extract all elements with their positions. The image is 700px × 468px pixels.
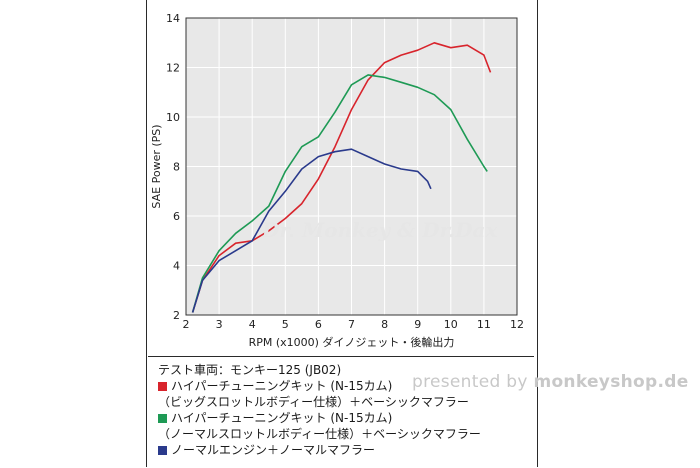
y-tick-label: 14 — [166, 12, 180, 25]
series-line-green — [191, 74, 488, 313]
legend-item-blue: ノーマルエンジン＋ノーマルマフラー — [158, 441, 375, 458]
watermark-text: presented by monkeyshop.de — [412, 372, 689, 392]
x-tick-label: 3 — [216, 318, 223, 331]
x-tick-label: 6 — [315, 318, 322, 331]
watermark-brand: monkeyshop.de — [533, 372, 689, 392]
legend-item-red-label: ハイパーチューニングキット (N-15カム) — [171, 379, 393, 393]
series-lines — [191, 41, 492, 313]
y-tick-label: 2 — [173, 309, 180, 322]
legend-item-green-label: ハイパーチューニングキット (N-15カム) — [171, 411, 393, 425]
legend-item-blue-label: ノーマルエンジン＋ノーマルマフラー — [171, 443, 376, 457]
power-chart: 2 3 4 5 6 7 8 9 10 11 12 2 4 6 8 10 12 14 RPM (x1000) ダイノ… — [150, 12, 524, 349]
plot-border — [185, 17, 518, 316]
tick-labels: 2 3 4 5 6 7 8 9 10 11 12 2 4 6 8 10 12 14 — [166, 12, 524, 331]
x-tick-label: 8 — [381, 318, 388, 331]
legend-item-green: ハイパーチューニングキット (N-15カム) — [158, 409, 392, 426]
series-line-blue — [191, 148, 432, 313]
x-axis-label: RPM (x1000) ダイノジェット・後輪出力 — [249, 335, 455, 349]
y-tick-label: 4 — [173, 260, 180, 273]
y-tick-label: 6 — [173, 210, 180, 223]
legend-item-red: ハイパーチューニングキット (N-15カム) — [158, 377, 392, 394]
x-tick-label: 2 — [183, 318, 190, 331]
x-tick-label: 10 — [444, 318, 458, 331]
x-tick-label: 12 — [510, 318, 524, 331]
legend-swatch-blue — [158, 446, 167, 455]
y-tick-label: 12 — [166, 62, 180, 75]
y-tick-label: 10 — [166, 111, 180, 124]
legend-item-red-detail: （ビッグスロットルボディー仕様）＋ベーシックマフラー — [158, 395, 469, 409]
legend-swatch-green — [158, 414, 167, 423]
x-tick-label: 11 — [477, 318, 491, 331]
legend-swatch-red — [158, 382, 167, 391]
y-tick-label: 8 — [173, 161, 180, 174]
x-tick-label: 9 — [414, 318, 421, 331]
logo-watermark: Dr. Monkey & Dr.Dax — [262, 218, 498, 242]
y-axis-label: SAE Power (PS) — [150, 124, 163, 208]
x-tick-label: 4 — [249, 318, 256, 331]
legend-vehicle: テスト車両：モンキー125 (JB02) — [158, 363, 342, 377]
x-tick-label: 5 — [282, 318, 289, 331]
legend-item-green-detail: （ノーマルスロットルボディー仕様）＋ベーシックマフラー — [158, 427, 481, 441]
series-line-red — [191, 41, 492, 313]
x-tick-label: 7 — [348, 318, 355, 331]
legend: テスト車両：モンキー125 (JB02) ハイパーチューニングキット (N-15… — [148, 356, 534, 468]
watermark-prefix: presented by — [412, 372, 534, 392]
